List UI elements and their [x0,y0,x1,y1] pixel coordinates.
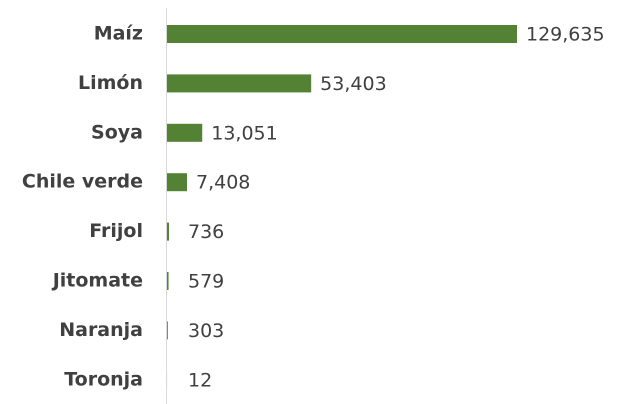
bar [167,222,169,241]
value-label: 303 [188,320,224,342]
value-label: 7,408 [196,172,250,194]
category-label: Naranja [59,319,143,341]
value-label: 736 [188,221,224,243]
value-label: 53,403 [320,73,386,95]
bar [167,272,169,290]
value-label: 12 [188,369,212,391]
category-label: Jitomate [51,270,143,292]
value-label: 129,635 [526,24,605,46]
category-label: Maíz [94,23,143,45]
bar [167,123,203,142]
value-label: 13,051 [211,122,277,144]
category-label: Soya [91,121,143,143]
category-label: Chile verde [22,171,143,193]
category-label: Toronja [64,368,143,390]
category-label: Limón [78,72,143,94]
value-label: 579 [188,271,224,293]
bar [167,173,188,192]
bar [167,321,168,340]
category-label: Frijol [89,220,143,242]
bar [167,25,517,43]
bar [167,74,312,93]
